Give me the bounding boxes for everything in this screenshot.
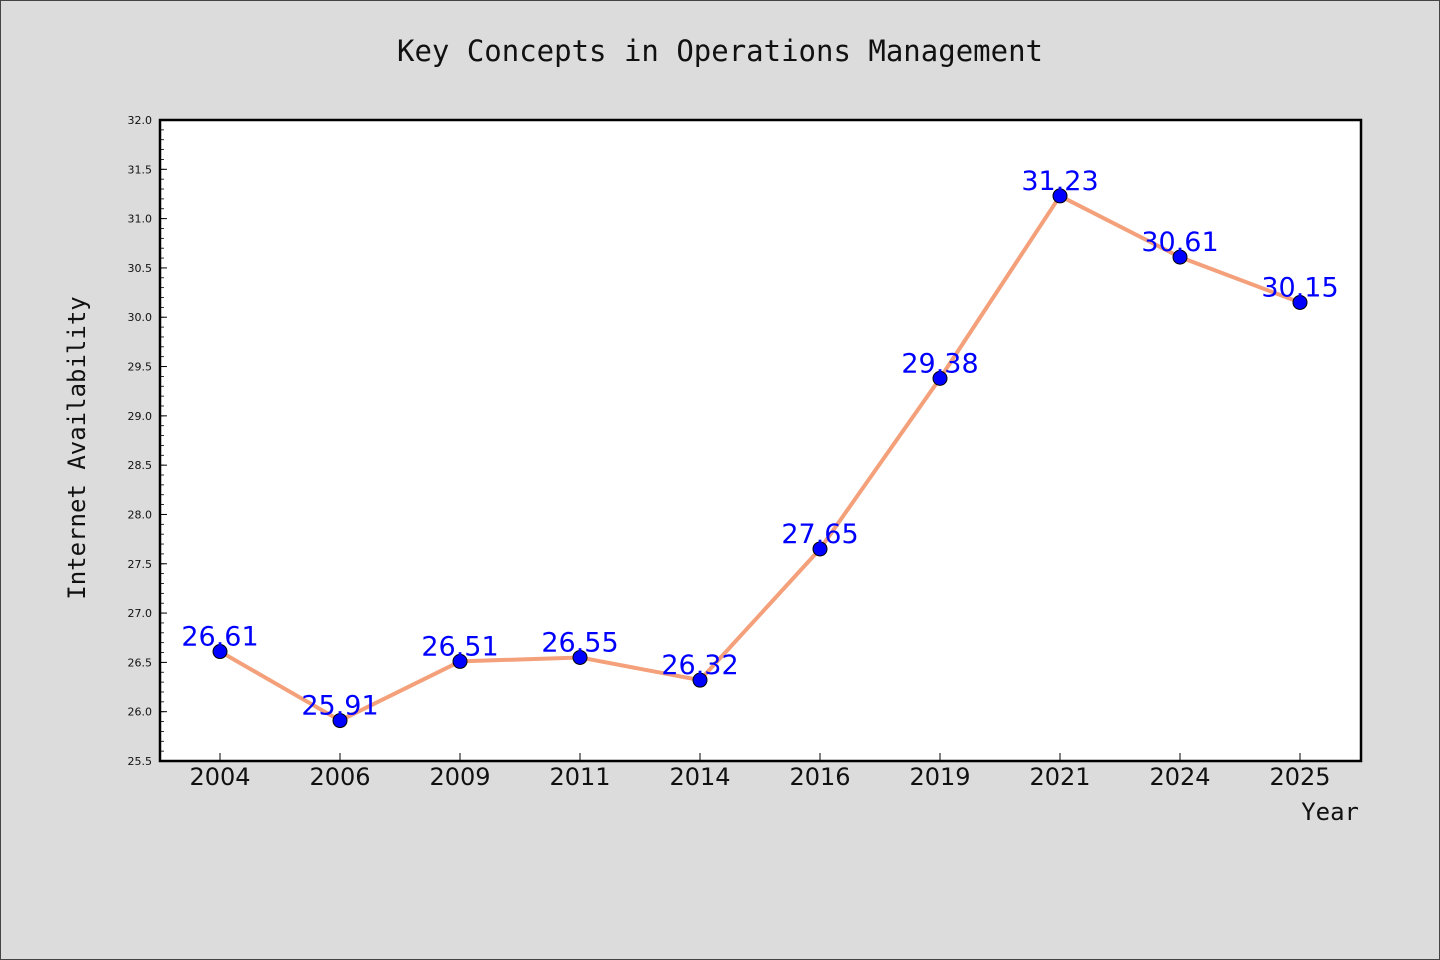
data-point [1292,294,1308,310]
x-tick-label: 2009 [429,763,490,791]
data-label: 30.61 [1141,227,1218,258]
data-point [812,541,828,557]
data-label: 25.91 [301,691,378,722]
data-point [932,370,948,386]
y-axis: 25.5 26.0 26.5 27.0 27.5 28.0 28.5 29.0 29.5 30.0… [128,114,167,768]
y-tick-label: 26.5 [128,656,153,669]
data-label: 27.65 [781,519,858,550]
series-line [219,193,1301,723]
data-point [332,713,348,729]
data-point [452,653,468,669]
data-point [212,644,228,660]
x-tick-label: 2011 [549,763,610,791]
data-label: 26.51 [421,631,498,662]
data-point [1172,249,1188,265]
y-tick-label: 27.0 [128,607,153,620]
x-tick-label: 2004 [189,763,250,791]
y-tick-label: 30.5 [128,262,153,275]
x-tick-label: 2006 [309,763,370,791]
y-tick-label: 27.5 [128,558,153,571]
x-tick-label: 2016 [789,763,850,791]
y-tick-label: 29.5 [128,361,153,374]
y-tick-label: 25.5 [128,755,153,768]
y-tick-label: 32.0 [128,114,153,127]
data-label: 26.55 [541,627,618,658]
x-tick-label: 2019 [909,763,970,791]
x-tick-label: 2025 [1269,763,1330,791]
data-point [692,672,708,688]
data-label: 29.38 [901,348,978,379]
x-tick-label: 2024 [1149,763,1210,791]
data-label: 26.32 [661,650,738,681]
data-label: 26.61 [181,622,258,653]
data-point [572,649,588,665]
data-label: 30.15 [1261,272,1338,303]
y-axis-label: Internet Availability [63,296,91,599]
y-tick-label: 26.0 [128,706,153,719]
data-labels: 26.61 25.91 26.51 26.55 26.32 27.65 29.38 31.23… [181,166,1338,722]
y-tick-label: 28.5 [128,459,153,472]
data-label: 31.23 [1021,166,1098,197]
x-axis: 2004 2006 2009 2011 2014 2016 2019 2021 2024 2025 [189,753,1331,791]
series-layer [212,188,1308,729]
chart-title: Key Concepts in Operations Management [396,34,1043,68]
y-tick-label: 30.0 [128,311,153,324]
x-axis-label: Year [1301,798,1359,826]
x-tick-label: 2021 [1029,763,1090,791]
y-tick-label: 29.0 [128,410,153,423]
x-tick-label: 2014 [669,763,730,791]
y-tick-label: 28.0 [128,508,153,521]
plot-area [158,118,1363,763]
data-point [1052,188,1068,204]
y-tick-label: 31.0 [128,213,153,226]
y-tick-label: 31.5 [128,163,153,176]
